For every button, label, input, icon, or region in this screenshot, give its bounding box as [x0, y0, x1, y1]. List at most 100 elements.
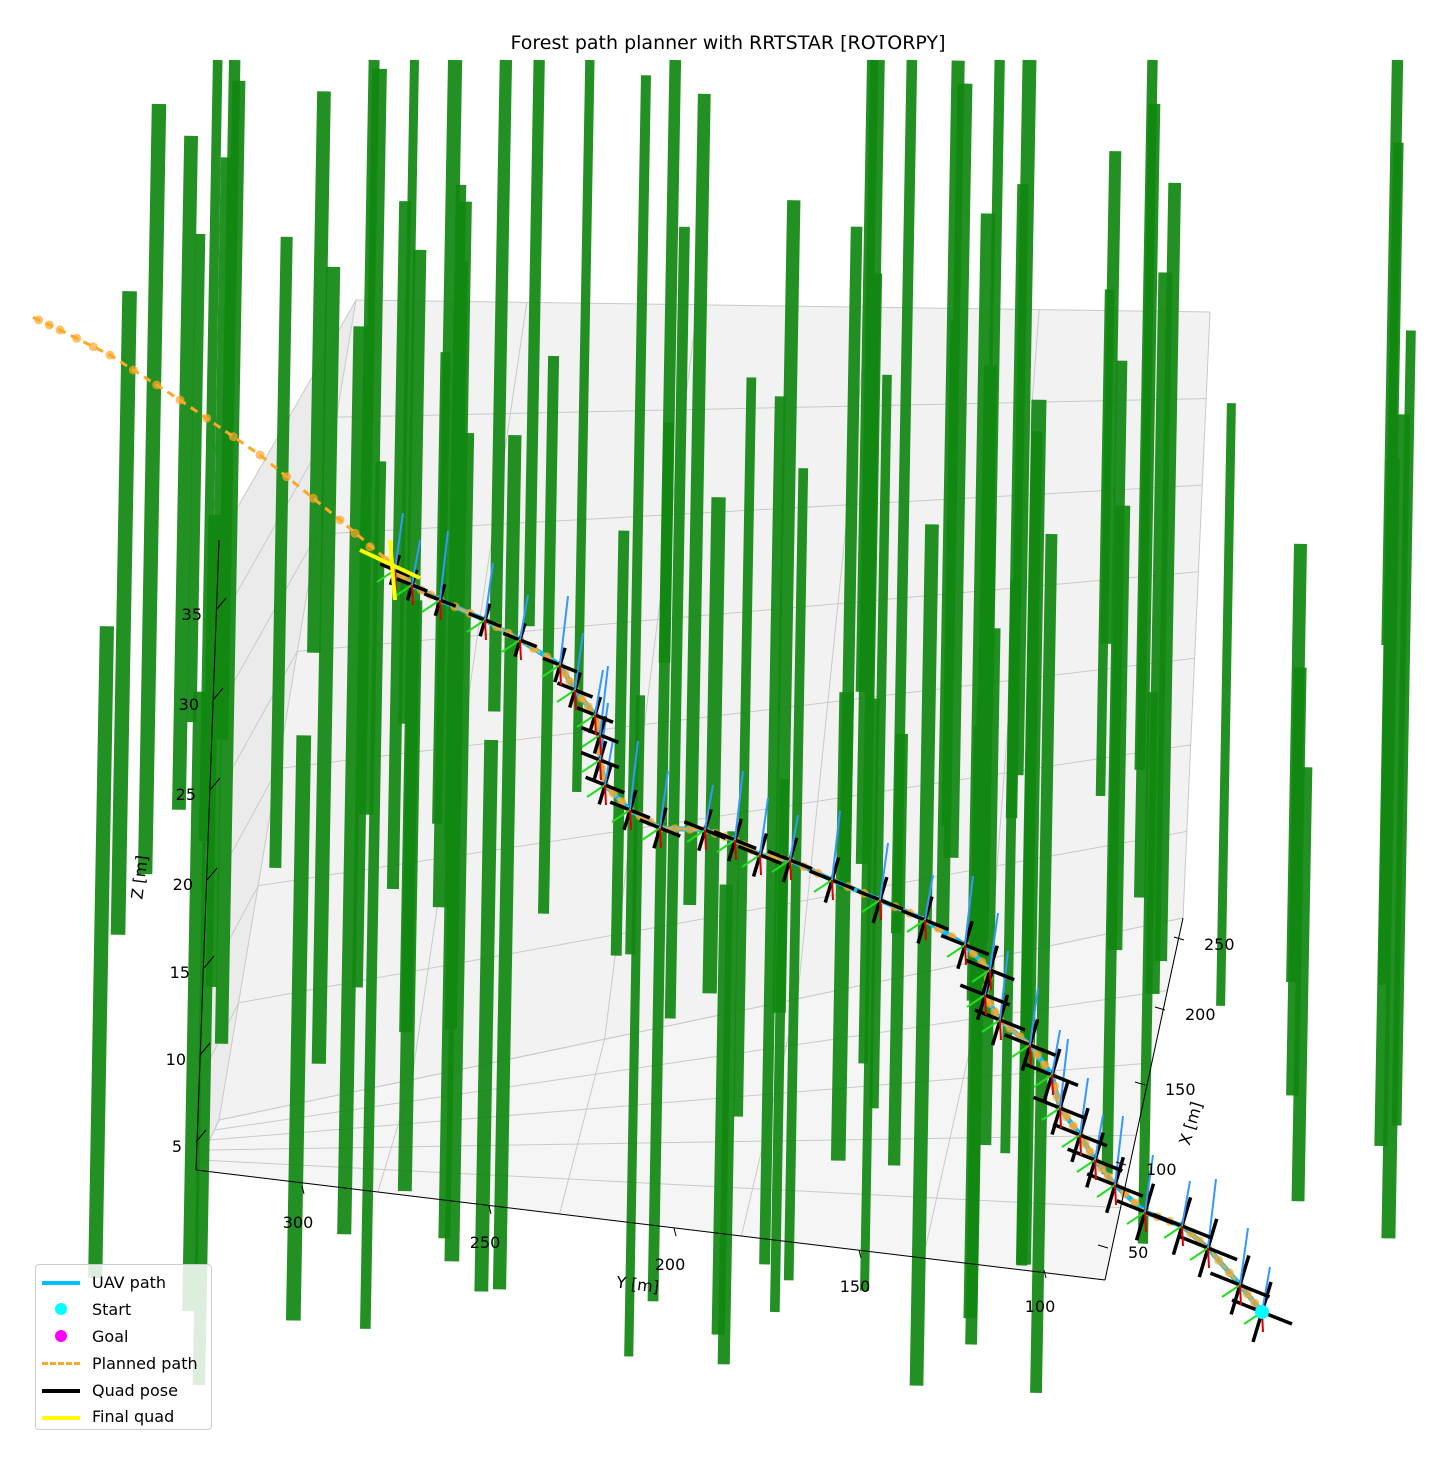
planned-waypoint	[34, 315, 44, 325]
z-tick-label: 20	[173, 875, 193, 894]
tree-trunk	[772, 200, 801, 1014]
tree-trunk	[572, 59, 595, 792]
tree-trunk	[658, 59, 682, 663]
body-axis-arrow	[581, 734, 601, 748]
body-axis-arrow	[439, 599, 442, 621]
planned-waypoint	[560, 668, 570, 678]
tree-trunk	[311, 266, 341, 1064]
thrust-arrow	[1239, 1227, 1249, 1286]
body-axis-arrow	[576, 714, 596, 728]
x-tick	[1134, 1081, 1146, 1086]
thrust-arrow	[484, 562, 494, 621]
planned-waypoint	[72, 333, 82, 343]
z-tick-label: 15	[170, 963, 190, 982]
planned-waypoint	[1068, 1121, 1078, 1131]
thrust-arrow	[659, 770, 669, 829]
z-tick-label: 30	[179, 695, 199, 714]
tree-trunk	[360, 461, 387, 1329]
z-axis-line	[195, 539, 220, 1171]
y-tick	[488, 1205, 492, 1215]
tree-trunk	[538, 355, 560, 914]
body-axis-arrow	[813, 879, 833, 893]
thrust-arrow	[411, 539, 421, 586]
body-axis-arrow	[989, 969, 992, 991]
thrust-arrow	[574, 632, 584, 691]
thrust-arrow	[1181, 1180, 1191, 1227]
thrust-arrow	[789, 814, 799, 861]
y-tick-label: 250	[470, 1233, 501, 1252]
tree-trunk	[192, 514, 221, 1386]
body-axis-arrow	[686, 829, 706, 843]
planned-waypoint	[335, 515, 345, 525]
body-axis-arrow	[1079, 1134, 1082, 1156]
tree-trunk	[1291, 767, 1313, 1202]
body-axis-arrow	[556, 689, 576, 703]
thrust-arrow	[924, 874, 934, 921]
body-axis-arrow	[641, 827, 661, 841]
planned-waypoint	[1103, 1172, 1113, 1182]
tree-trunk	[398, 59, 419, 724]
planned-waypoint	[128, 365, 138, 375]
axes-lines	[195, 539, 1184, 1281]
body-axis-arrow	[1033, 1074, 1053, 1088]
thrust-arrow	[594, 669, 604, 716]
tree-trunk	[702, 497, 726, 994]
tree-trunk	[172, 135, 198, 810]
legend-item: Start	[42, 1296, 211, 1323]
legend-label: UAV path	[92, 1272, 167, 1292]
planned-waypoint	[1250, 1298, 1260, 1308]
planned-waypoint	[985, 998, 995, 1008]
planned-waypoint	[105, 350, 115, 360]
tree-trunk	[711, 884, 733, 1335]
tree-trunk	[1030, 533, 1058, 1394]
body-axis-arrow	[1163, 1225, 1183, 1239]
body-axis-arrow	[659, 827, 662, 849]
body-axis-arrow	[741, 854, 761, 868]
tree-trunk	[444, 432, 475, 1262]
planned-waypoint	[583, 702, 593, 712]
body-axis-arrow	[559, 664, 562, 686]
planned-waypoint	[1062, 1112, 1072, 1122]
tree-trunk	[858, 273, 883, 1064]
x-tick-label: 200	[1185, 1005, 1216, 1024]
thrust-arrow	[879, 842, 889, 901]
planned-waypoint	[1224, 1268, 1234, 1278]
legend-label: Planned path	[92, 1353, 198, 1373]
body-axis-arrow	[879, 899, 882, 921]
body-axis-arrow	[1076, 1159, 1096, 1173]
y-tick	[1043, 1269, 1047, 1279]
y-axis-line	[195, 1169, 1106, 1281]
tree-trunk	[523, 59, 545, 627]
thrust-arrow	[989, 912, 999, 971]
body-axis-arrow	[1096, 1184, 1116, 1198]
y-tick-label: 300	[283, 1213, 314, 1232]
tree-trunk	[683, 93, 711, 906]
body-axis-arrow	[466, 619, 486, 633]
legend-swatch	[42, 1275, 80, 1289]
z-axis-label: Z [m]	[127, 854, 151, 900]
body-axis-arrow	[1189, 1247, 1209, 1261]
thrust-arrow	[394, 512, 404, 571]
body-axis-arrow	[1094, 1159, 1097, 1181]
body-axis-arrow	[861, 899, 881, 913]
grid-line-y	[559, 1039, 606, 1215]
tree-trunk	[182, 691, 209, 1312]
planned-waypoint	[202, 413, 212, 423]
tree-trunk	[733, 377, 757, 1117]
body-axis-arrow	[629, 809, 632, 831]
tree-trunks	[88, 59, 1416, 1394]
z-tick	[195, 1129, 207, 1143]
body-axis-arrow	[1041, 1107, 1061, 1121]
legend-item: Goal	[42, 1323, 211, 1350]
z-tick	[209, 777, 221, 791]
planned-waypoint	[565, 677, 575, 687]
thrust-arrow	[629, 740, 639, 811]
y-tick	[301, 1185, 305, 1195]
body-axis-arrow	[831, 879, 834, 901]
body-axis-arrow	[574, 689, 577, 711]
body-axis-arrow	[964, 944, 967, 966]
body-axis-arrow	[946, 944, 966, 958]
legend-item: Planned path	[42, 1350, 211, 1377]
thrust-arrow	[1094, 1114, 1104, 1161]
